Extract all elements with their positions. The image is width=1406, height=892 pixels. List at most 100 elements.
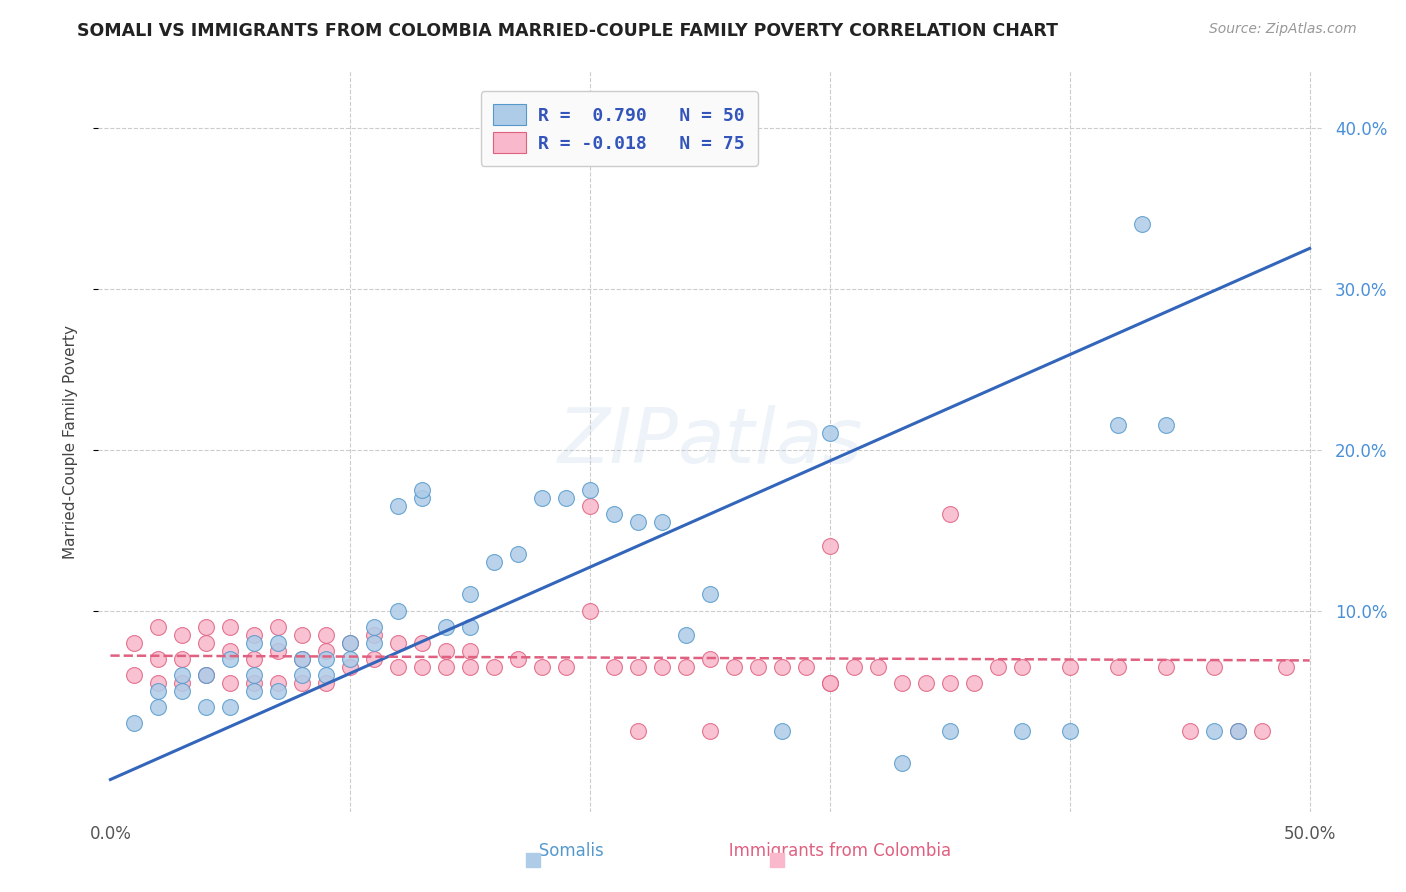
Point [818, 426, 841, 441]
Point [219, 676, 242, 690]
Point [411, 660, 433, 674]
Point [363, 619, 385, 633]
Point [508, 547, 530, 561]
Point [315, 668, 337, 682]
Point [267, 636, 290, 650]
Point [747, 660, 769, 674]
Point [770, 660, 793, 674]
Point [219, 652, 242, 666]
Point [124, 716, 146, 731]
Point [243, 684, 266, 698]
Point [458, 660, 481, 674]
Point [243, 636, 266, 650]
Point [675, 660, 697, 674]
Point [124, 668, 146, 682]
Point [387, 499, 409, 513]
Point [1130, 217, 1153, 231]
Point [603, 660, 626, 674]
Point [579, 603, 602, 617]
Text: Somalis: Somalis [523, 842, 603, 860]
Point [1274, 660, 1296, 674]
Point [387, 603, 409, 617]
Point [818, 676, 841, 690]
Point [172, 628, 194, 642]
Point [195, 619, 218, 633]
Point [1011, 660, 1033, 674]
Point [434, 644, 457, 658]
Point [291, 676, 314, 690]
Point [531, 660, 554, 674]
Point [603, 507, 626, 521]
Text: ZIPatlas: ZIPatlas [557, 405, 863, 478]
Point [434, 619, 457, 633]
Point [1202, 724, 1225, 739]
Point [915, 676, 938, 690]
Point [434, 660, 457, 674]
Point [291, 652, 314, 666]
Point [291, 628, 314, 642]
Point [579, 499, 602, 513]
Point [148, 684, 170, 698]
Point [363, 652, 385, 666]
Point [315, 652, 337, 666]
Point [172, 668, 194, 682]
Point [339, 652, 361, 666]
Point [458, 587, 481, 601]
Point [699, 724, 721, 739]
Point [243, 676, 266, 690]
Point [1011, 724, 1033, 739]
Point [339, 636, 361, 650]
Point [148, 700, 170, 714]
Point [243, 628, 266, 642]
Y-axis label: Married-Couple Family Poverty: Married-Couple Family Poverty [63, 325, 77, 558]
Point [315, 676, 337, 690]
Point [458, 619, 481, 633]
Point [794, 660, 817, 674]
Point [939, 507, 962, 521]
Point [579, 483, 602, 497]
Point [339, 660, 361, 674]
Point [818, 676, 841, 690]
Point [195, 668, 218, 682]
Point [1107, 418, 1129, 433]
Point [939, 724, 962, 739]
Point [675, 628, 697, 642]
Point [651, 515, 673, 529]
Text: SOMALI VS IMMIGRANTS FROM COLOMBIA MARRIED-COUPLE FAMILY POVERTY CORRELATION CHA: SOMALI VS IMMIGRANTS FROM COLOMBIA MARRI… [77, 22, 1059, 40]
Text: Source: ZipAtlas.com: Source: ZipAtlas.com [1209, 22, 1357, 37]
Point [627, 660, 650, 674]
Point [723, 660, 745, 674]
Point [1226, 724, 1249, 739]
Point [148, 652, 170, 666]
Point [939, 676, 962, 690]
Point [411, 491, 433, 505]
Point [770, 724, 793, 739]
Point [363, 636, 385, 650]
Point [267, 676, 290, 690]
Point [387, 660, 409, 674]
Point [1250, 724, 1272, 739]
Point [651, 660, 673, 674]
Point [219, 644, 242, 658]
Point [1202, 660, 1225, 674]
Point [963, 676, 986, 690]
Point [531, 491, 554, 505]
Point [842, 660, 865, 674]
Point [411, 636, 433, 650]
Point [482, 555, 505, 569]
Point [866, 660, 889, 674]
Point [172, 684, 194, 698]
Point [699, 587, 721, 601]
Point [458, 644, 481, 658]
Point [387, 636, 409, 650]
Point [267, 619, 290, 633]
Point [555, 491, 578, 505]
Point [1226, 724, 1249, 739]
Point [267, 684, 290, 698]
Point [315, 628, 337, 642]
Point [124, 636, 146, 650]
Point [219, 619, 242, 633]
Point [243, 668, 266, 682]
Point [1154, 418, 1177, 433]
Point [172, 676, 194, 690]
